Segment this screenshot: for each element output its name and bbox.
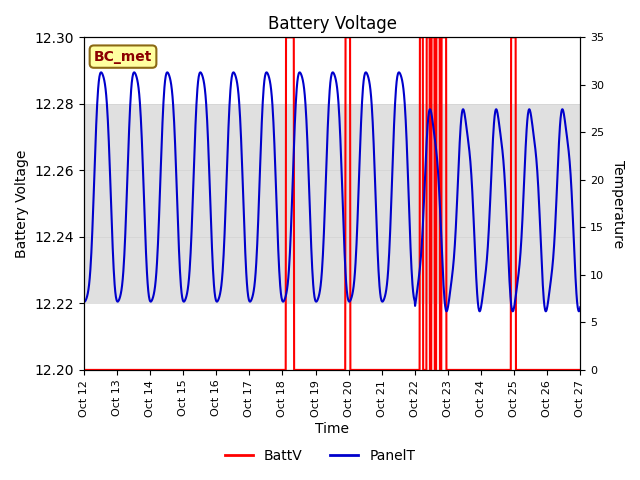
Y-axis label: Temperature: Temperature <box>611 159 625 248</box>
X-axis label: Time: Time <box>315 422 349 436</box>
Bar <box>84 104 580 303</box>
Title: Battery Voltage: Battery Voltage <box>268 15 397 33</box>
Y-axis label: Battery Voltage: Battery Voltage <box>15 149 29 258</box>
Text: BC_met: BC_met <box>94 49 152 64</box>
Legend: BattV, PanelT: BattV, PanelT <box>220 443 420 468</box>
